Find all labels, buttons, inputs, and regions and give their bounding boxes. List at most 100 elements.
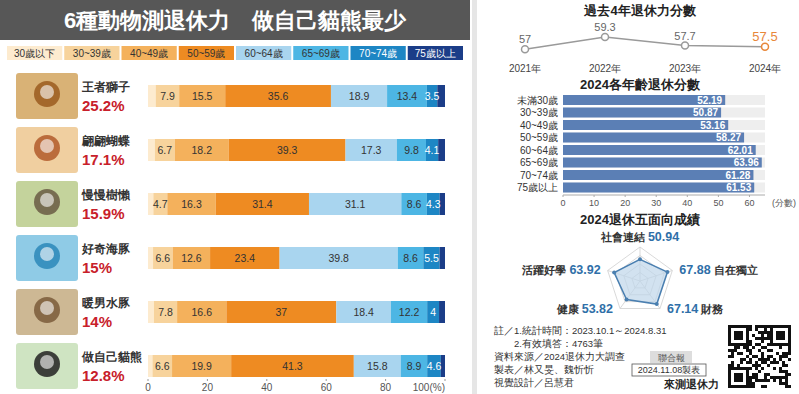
qr-cell xyxy=(767,343,770,346)
category-label: 50~59歲 xyxy=(520,132,558,143)
qr-cell xyxy=(755,343,758,346)
bar xyxy=(563,158,762,168)
qr-cell xyxy=(785,355,788,358)
qr-cell xyxy=(740,358,743,361)
point xyxy=(522,46,529,53)
qr-cell xyxy=(740,334,743,337)
qr-cell xyxy=(731,355,734,358)
bar-segment xyxy=(175,139,229,161)
date: 2024.11.08製表 xyxy=(638,365,700,375)
data-label: 31.4 xyxy=(252,198,273,210)
legend-swatch xyxy=(7,46,62,60)
qr-cell xyxy=(764,376,767,379)
qr-cell xyxy=(746,385,749,388)
qr-cell xyxy=(740,343,743,346)
qr-cell xyxy=(746,382,749,385)
bar-segment xyxy=(173,247,210,269)
qr-cell xyxy=(773,343,776,346)
qr-cell xyxy=(740,337,743,340)
qr-cell xyxy=(755,337,758,340)
point xyxy=(612,271,616,275)
qr-cell xyxy=(731,352,734,355)
qr-cell xyxy=(764,361,767,364)
data-label: 9.8 xyxy=(404,144,419,156)
bar-segment xyxy=(179,85,225,107)
qr-cell xyxy=(767,325,770,328)
qr-cell xyxy=(746,355,749,358)
qr-cell xyxy=(734,346,737,349)
qr-cell xyxy=(779,370,782,373)
qr-cell xyxy=(782,361,785,364)
category-label: 翩翩蝴蝶 xyxy=(81,134,130,148)
qr-cell xyxy=(743,367,746,370)
bar-segment xyxy=(154,301,177,323)
qr-cell xyxy=(761,361,764,364)
icon-face xyxy=(40,355,54,369)
qr-cell xyxy=(782,364,785,367)
qr-cell xyxy=(755,367,758,370)
bar-segment xyxy=(148,355,152,377)
qr-cell xyxy=(731,364,734,367)
qr-cell xyxy=(779,343,782,346)
qr-cell xyxy=(776,376,779,379)
legend-label: 70~74歲 xyxy=(359,48,397,59)
qr-cell xyxy=(728,349,731,352)
qr-cell xyxy=(737,343,740,346)
data-label: 67.14 xyxy=(667,302,698,316)
qr-cell xyxy=(752,373,755,376)
qr-cell xyxy=(734,343,737,346)
legend-label: 30~39歲 xyxy=(73,48,111,59)
bar xyxy=(563,170,753,180)
tick-mark xyxy=(625,195,626,197)
qr-cell xyxy=(761,358,764,361)
radar-label: 67.14 財務 xyxy=(667,302,724,316)
qr-cell xyxy=(770,325,773,328)
legend-swatch xyxy=(293,46,348,60)
qr-cell xyxy=(770,361,773,364)
category-label: 健康 xyxy=(556,303,580,315)
qr-cell xyxy=(737,373,740,376)
qr-cell xyxy=(773,358,776,361)
qr-cell xyxy=(785,373,788,376)
icon-figure xyxy=(34,189,60,215)
bar-segment xyxy=(401,193,427,215)
qr-cell xyxy=(746,376,749,379)
category-label: 自在獨立 xyxy=(714,264,758,276)
tick-label: 40 xyxy=(261,382,273,393)
bar xyxy=(563,108,721,118)
qr-cell xyxy=(785,379,788,382)
qr-cell xyxy=(734,379,737,382)
title: 2024退休五面向成績 xyxy=(580,212,700,227)
tick-label: 2022年 xyxy=(589,63,621,74)
data-label: 50.87 xyxy=(693,107,718,118)
qr-cell xyxy=(779,379,782,382)
data-label: 4.6 xyxy=(427,360,442,372)
axis-label: (分數) xyxy=(772,198,796,208)
data-label: 35.6 xyxy=(268,90,289,102)
legend-label: 50~59歲 xyxy=(187,48,225,59)
qr-cell xyxy=(749,352,752,355)
qr-cell xyxy=(764,346,767,349)
data-label: 18.9 xyxy=(349,90,370,102)
qr-cell xyxy=(770,376,773,379)
legend-swatch xyxy=(236,46,291,60)
qr-cell xyxy=(782,343,785,346)
qr-cell xyxy=(761,379,764,382)
tick-mark xyxy=(749,195,750,197)
category-label: 慢慢樹懶 xyxy=(81,188,131,202)
data-label: 63.96 xyxy=(734,157,759,168)
qr-cell xyxy=(776,361,779,364)
animal-icon xyxy=(16,235,78,281)
publisher-box xyxy=(650,351,692,363)
data-label: 23.4 xyxy=(235,252,256,264)
tick-label: 2021年 xyxy=(509,63,541,74)
qr-cell xyxy=(782,370,785,373)
qr-cell xyxy=(773,367,776,370)
qr-cell xyxy=(758,343,761,346)
qr-cell xyxy=(749,376,752,379)
qr-cell xyxy=(746,328,749,331)
qr-cell xyxy=(779,382,782,385)
qr-cell xyxy=(737,346,740,349)
bar-segment xyxy=(153,247,173,269)
tick-label: 20 xyxy=(620,198,630,208)
